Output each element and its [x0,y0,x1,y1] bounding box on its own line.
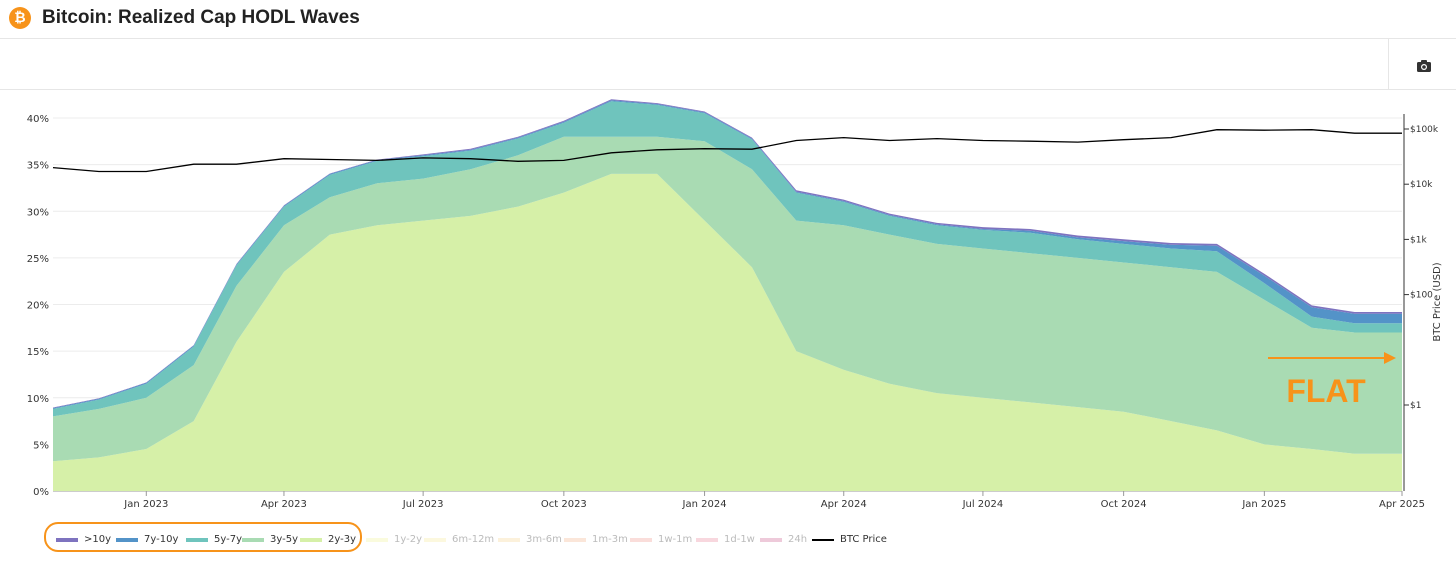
y-tick-label: 5% [33,440,49,451]
y2-tick-label: $100k [1410,125,1439,135]
legend-label: 6m-12m [452,534,495,545]
x-tick-label: Apr 2024 [821,499,867,510]
y-axis-right: $100k $10k $1k $100 $1 BTC Price (USD) [1403,114,1443,491]
y2-tick-label: $100 [1410,291,1433,301]
legend-label: 3y-5y [270,534,298,545]
y-tick-label: 20% [27,301,49,312]
area-series [53,173,1402,491]
hodl-waves-chart: BITCOIN MAGAZINEPRO FLAT 0%5%10%15%20%25… [27,99,1443,510]
x-tick-label: Oct 2023 [541,499,587,510]
chart-toolbar [0,39,1456,90]
legend-swatch [812,539,834,541]
legend-swatch [498,538,520,542]
legend-swatch [564,538,586,542]
legend-label: BTC Price [840,534,887,545]
annotation-arrow-head [1384,352,1396,364]
legend-highlight-outline [44,522,362,552]
annotation-label: FLAT [1286,373,1366,409]
x-tick-label: Oct 2024 [1101,499,1147,510]
legend-label: 1y-2y [394,534,422,545]
legend-label: 1d-1w [724,534,755,545]
legend-label: 2y-3y [328,534,356,545]
x-tick-label: Jan 2023 [123,499,168,510]
x-tick-label: Jul 2024 [962,499,1004,510]
legend-swatch [366,538,388,542]
y-tick-label: 15% [27,347,49,358]
page-title: Bitcoin: Realized Cap HODL Waves [42,7,360,28]
legend-swatch [424,538,446,542]
legend-swatch [760,538,782,542]
legend-swatch [696,538,718,542]
x-tick-label: Jan 2025 [1241,499,1286,510]
area-series [53,101,1402,417]
y-tick-label: 0% [33,487,49,498]
y2-tick-label: $10k [1410,180,1433,190]
legend-label: >10y [84,534,112,545]
y2-tick-label: $1k [1410,235,1427,245]
y-tick-label: 40% [27,114,49,125]
legend-label: 7y-10y [144,534,179,545]
x-tick-label: Apr 2025 [1379,499,1425,510]
y2-axis-title: BTC Price (USD) [1432,262,1443,341]
legend-label: 1m-3m [592,534,628,545]
y2-tick-label: $1 [1410,401,1421,411]
toolbar-divider [1388,39,1389,89]
x-tick-label: Jul 2023 [402,499,444,510]
camera-icon[interactable] [1408,53,1440,79]
legend-label: 24h [788,534,808,545]
x-tick-label: Jan 2024 [682,499,727,510]
legend-label: 3m-6m [526,534,562,545]
legend-swatch [186,538,208,542]
x-axis: Jan 2023 Apr 2023 Jul 2023 Oct 2023 Jan 2024… [123,491,1425,510]
y-tick-label: 25% [27,254,49,265]
y-tick-label: 35% [27,161,49,172]
legend-swatch [300,538,322,542]
bitcoin-logo-icon: ₿ [9,7,31,29]
legend-label: 5y-7y [214,534,242,545]
btc-price-line [52,129,1402,173]
legend-swatch [116,538,138,542]
legend-label: 1w-1m [658,534,693,545]
legend-swatch [242,538,264,542]
x-tick-label: Apr 2023 [261,499,307,510]
legend-swatch [630,538,652,542]
y-tick-label: 10% [27,394,49,405]
y-tick-label: 30% [27,207,49,218]
flat-annotation: FLAT [1268,352,1396,409]
y-axis-left: 0% 5% 10% 15% 20% 25% 30% 35% 40% [27,114,49,498]
header-bar: ₿ Bitcoin: Realized Cap HODL Waves [0,0,1456,39]
chart-areas [53,99,1402,491]
legend-swatch [56,538,78,542]
area-series [53,136,1402,462]
